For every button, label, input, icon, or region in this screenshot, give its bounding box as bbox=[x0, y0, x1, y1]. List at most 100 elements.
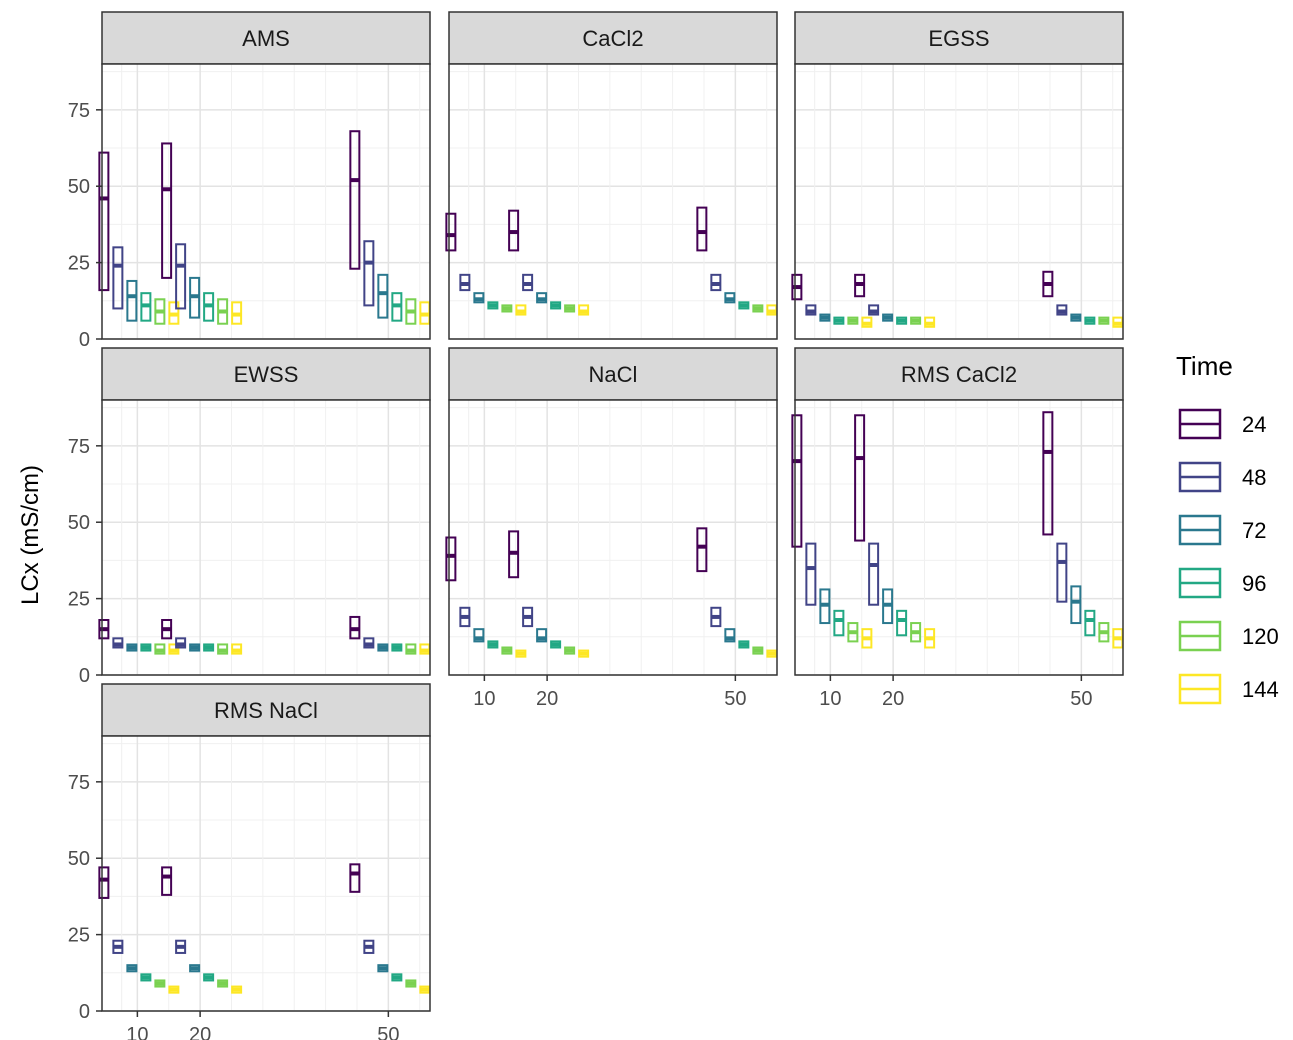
facet-strip bbox=[448, 11, 778, 65]
box-48 bbox=[710, 606, 722, 628]
box-24 bbox=[161, 866, 173, 896]
facet-strip bbox=[101, 683, 431, 737]
box-96 bbox=[550, 640, 562, 649]
box-120 bbox=[910, 316, 922, 325]
x-tick-label: 10 bbox=[819, 688, 841, 710]
box-120 bbox=[217, 643, 229, 655]
box-48 bbox=[112, 939, 124, 954]
box-144 bbox=[231, 301, 243, 325]
box-iqr bbox=[126, 279, 138, 322]
box-iqr bbox=[161, 866, 173, 896]
panel-ams: AMS 0 25 50 75 bbox=[68, 11, 431, 351]
box-120 bbox=[847, 316, 859, 325]
y-tick-label: 25 bbox=[68, 589, 90, 611]
box-120 bbox=[217, 298, 229, 325]
box-iqr bbox=[1042, 411, 1054, 536]
x-tick-label: 50 bbox=[1070, 688, 1092, 710]
box-iqr bbox=[896, 609, 908, 637]
facet-label: RMS NaCl bbox=[214, 698, 318, 723]
box-48 bbox=[522, 273, 534, 292]
box-24 bbox=[161, 619, 173, 640]
box-iqr bbox=[833, 609, 845, 637]
box-iqr bbox=[791, 414, 803, 548]
panel-border bbox=[101, 63, 431, 340]
x-tick-label: 50 bbox=[377, 1024, 399, 1040]
box-48 bbox=[363, 637, 375, 649]
box-48 bbox=[868, 304, 880, 316]
box-24 bbox=[791, 414, 803, 548]
box-144 bbox=[578, 649, 590, 658]
box-96 bbox=[203, 973, 215, 982]
box-24 bbox=[508, 530, 520, 579]
x-tick-label: 50 bbox=[724, 688, 746, 710]
box-144 bbox=[168, 643, 180, 655]
box-iqr bbox=[724, 628, 736, 643]
box-144 bbox=[924, 316, 936, 328]
legend-label: 72 bbox=[1242, 518, 1266, 543]
box-72 bbox=[1070, 585, 1082, 625]
box-48 bbox=[112, 637, 124, 649]
facet-strip bbox=[101, 347, 431, 401]
box-96 bbox=[203, 292, 215, 322]
box-96 bbox=[833, 316, 845, 325]
box-24 bbox=[1042, 411, 1054, 536]
box-144 bbox=[578, 304, 590, 316]
box-144 bbox=[231, 985, 243, 994]
box-48 bbox=[175, 243, 187, 310]
box-72 bbox=[724, 292, 736, 304]
box-96 bbox=[391, 643, 403, 652]
box-96 bbox=[896, 609, 908, 637]
panel-border bbox=[794, 63, 1124, 340]
panel-border bbox=[101, 735, 431, 1012]
box-96 bbox=[1084, 609, 1096, 637]
y-tick-label: 50 bbox=[68, 848, 90, 870]
box-120 bbox=[154, 298, 166, 325]
legend: Time 24 48 72 96 120 144 bbox=[1176, 351, 1279, 705]
y-tick-label: 50 bbox=[68, 176, 90, 198]
box-120 bbox=[501, 304, 513, 313]
facet-label: RMS CaCl2 bbox=[901, 362, 1017, 387]
box-iqr bbox=[112, 246, 124, 310]
plot-area bbox=[449, 400, 777, 675]
box-48 bbox=[805, 542, 817, 606]
panel-border bbox=[448, 399, 778, 676]
box-120 bbox=[1098, 316, 1110, 325]
box-96 bbox=[896, 316, 908, 325]
box-24 bbox=[98, 619, 110, 640]
box-144 bbox=[168, 985, 180, 994]
box-iqr bbox=[1084, 609, 1096, 637]
box-96 bbox=[391, 973, 403, 982]
x-tick-label: 10 bbox=[473, 688, 495, 710]
facet-label: AMS bbox=[242, 26, 290, 51]
box-72 bbox=[882, 588, 894, 625]
legend-label: 120 bbox=[1242, 624, 1279, 649]
box-144 bbox=[861, 628, 873, 649]
box-144 bbox=[766, 649, 778, 658]
panel-border bbox=[101, 399, 431, 676]
box-24 bbox=[349, 615, 361, 640]
box-72 bbox=[189, 643, 201, 652]
box-72 bbox=[189, 276, 201, 319]
box-96 bbox=[833, 609, 845, 637]
box-120 bbox=[154, 643, 166, 655]
box-96 bbox=[487, 301, 499, 310]
y-tick-label: 75 bbox=[68, 100, 90, 122]
panel-border bbox=[448, 63, 778, 340]
box-iqr bbox=[868, 542, 880, 606]
facet-strip bbox=[448, 347, 778, 401]
box-24 bbox=[98, 866, 110, 899]
y-tick-label: 25 bbox=[68, 925, 90, 947]
box-144 bbox=[515, 304, 527, 316]
box-96 bbox=[738, 640, 750, 649]
box-24 bbox=[854, 273, 866, 298]
facet-label: EGSS bbox=[928, 26, 989, 51]
box-72 bbox=[377, 273, 389, 319]
box-iqr bbox=[536, 628, 548, 643]
box-144 bbox=[231, 643, 243, 655]
box-120 bbox=[405, 979, 417, 988]
box-120 bbox=[752, 646, 764, 655]
box-96 bbox=[391, 292, 403, 322]
legend-label: 24 bbox=[1242, 412, 1266, 437]
x-tick-label: 20 bbox=[536, 688, 558, 710]
